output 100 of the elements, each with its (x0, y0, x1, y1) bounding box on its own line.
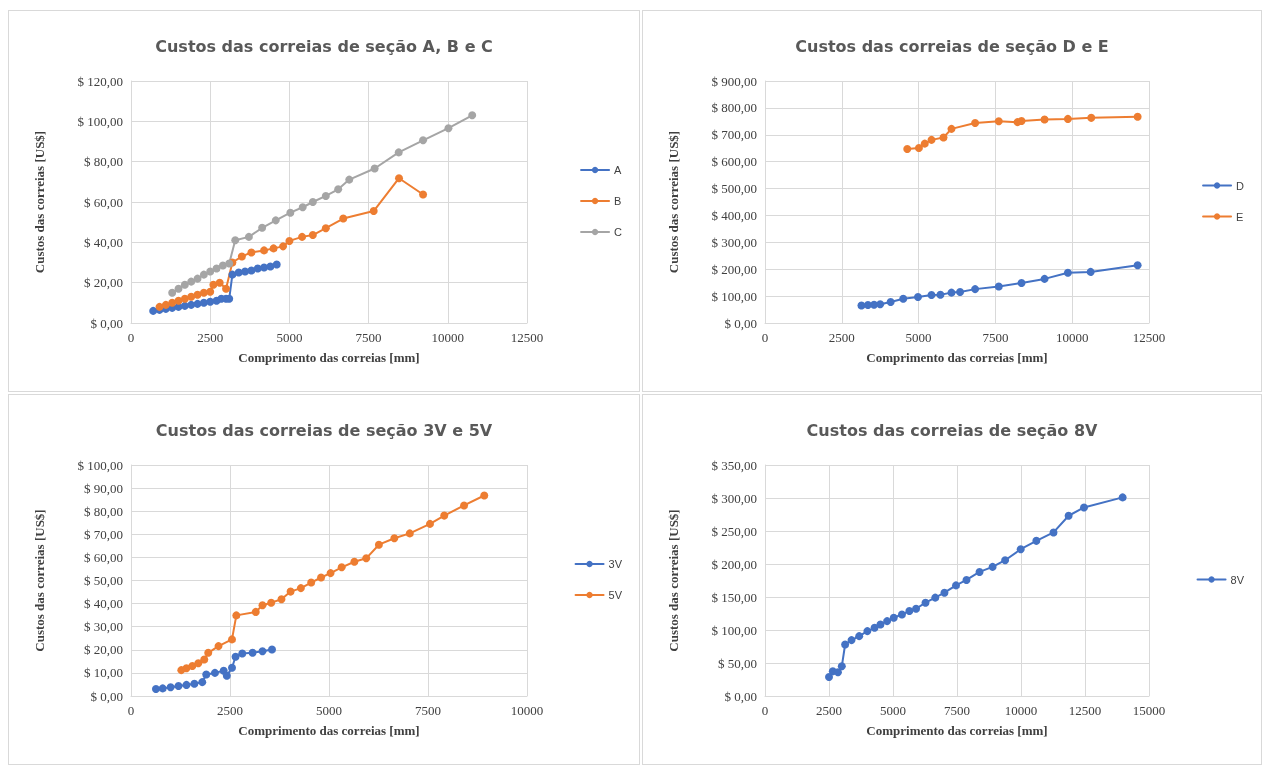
point (936, 290, 945, 299)
y-tick-label: $ 200,00 (711, 556, 757, 572)
point (187, 300, 196, 309)
legend-label: 3V (608, 558, 623, 570)
legend-label: 5V (608, 589, 623, 601)
y-tick-label: $ 80,00 (84, 503, 123, 519)
point (238, 649, 247, 658)
x-tick-label: 10000 (1055, 330, 1089, 345)
point (269, 244, 278, 253)
y-tick-label: $ 100,00 (711, 622, 757, 638)
x-axis-title: Comprimento das correias [mm] (238, 723, 420, 738)
point (899, 294, 908, 303)
y-tick-label: $ 900,00 (711, 73, 757, 89)
point (947, 288, 956, 297)
point (258, 647, 267, 656)
y-tick-label: $ 0,00 (724, 688, 757, 704)
point (1086, 267, 1095, 276)
y-tick-label: $ 120,00 (77, 73, 123, 89)
point (228, 270, 237, 279)
point (1087, 113, 1096, 122)
point (905, 607, 914, 616)
point (837, 662, 846, 671)
point (1017, 117, 1026, 126)
point (1063, 268, 1072, 277)
point (994, 282, 1003, 291)
point (975, 567, 984, 576)
point (927, 291, 936, 300)
point (833, 668, 842, 677)
point (266, 262, 275, 271)
point (1118, 493, 1127, 502)
point (248, 648, 257, 657)
point (168, 298, 177, 307)
y-tick-label: $ 40,00 (84, 234, 123, 250)
y-tick-label: $ 300,00 (711, 490, 757, 506)
point (369, 207, 378, 216)
point (180, 280, 189, 289)
x-axis-title: Comprimento das correias [mm] (866, 350, 1048, 365)
point (419, 136, 428, 145)
point (1133, 261, 1142, 270)
chart-title: Custos das correias de seção D e E (795, 36, 1109, 56)
point (187, 277, 196, 286)
legend-label: E (1236, 210, 1244, 223)
legend-label: C (614, 226, 623, 238)
y-tick-label: $ 50,00 (84, 573, 123, 588)
point (271, 216, 280, 225)
point (337, 563, 346, 572)
point (258, 223, 267, 232)
point (339, 214, 348, 223)
point (914, 143, 923, 152)
point (200, 655, 209, 664)
point (199, 270, 208, 279)
point (971, 285, 980, 294)
point (194, 659, 203, 668)
point (286, 587, 295, 596)
y-tick-label: $ 300,00 (711, 234, 757, 250)
point (395, 174, 404, 183)
point (222, 671, 231, 680)
chart-title: Custos das correias de seção A, B e C (155, 36, 493, 56)
point (285, 236, 294, 245)
point (247, 248, 256, 257)
chart-title: Custos das correias de seção 8V (806, 420, 1099, 440)
point (951, 581, 960, 590)
point (1049, 528, 1058, 537)
point (272, 260, 281, 269)
y-tick-label: $ 700,00 (711, 127, 757, 143)
y-tick-label: $ 600,00 (711, 154, 757, 170)
point (345, 175, 354, 184)
point (286, 208, 295, 217)
y-tick-label: $ 80,00 (84, 154, 123, 170)
point (1063, 114, 1072, 123)
point (931, 593, 940, 602)
x-tick-label: 0 (127, 330, 135, 345)
point (232, 611, 241, 620)
point (251, 607, 260, 616)
x-tick-label: 7500 (415, 703, 441, 718)
x-tick-label: 5000 (880, 703, 906, 718)
point (855, 632, 864, 641)
legend-label: B (614, 195, 622, 207)
point (912, 604, 921, 613)
y-tick-label: $ 90,00 (84, 480, 123, 496)
point (227, 663, 236, 672)
point (222, 284, 231, 293)
point (1079, 503, 1088, 512)
x-axis-title: Comprimento das correias [mm] (866, 723, 1048, 738)
point (444, 124, 453, 133)
point (198, 678, 207, 687)
point (870, 623, 879, 632)
point (206, 267, 215, 276)
point (1016, 545, 1025, 554)
point (182, 680, 191, 689)
point (825, 672, 833, 681)
point (279, 242, 288, 251)
x-tick-label: 12500 (1068, 703, 1102, 718)
y-tick-label: $ 60,00 (84, 194, 123, 210)
point (886, 298, 895, 307)
point (897, 610, 906, 619)
point (390, 534, 399, 543)
point (841, 640, 850, 649)
y-tick-label: $ 100,00 (77, 457, 123, 473)
x-tick-label: 15000 (1132, 703, 1166, 718)
